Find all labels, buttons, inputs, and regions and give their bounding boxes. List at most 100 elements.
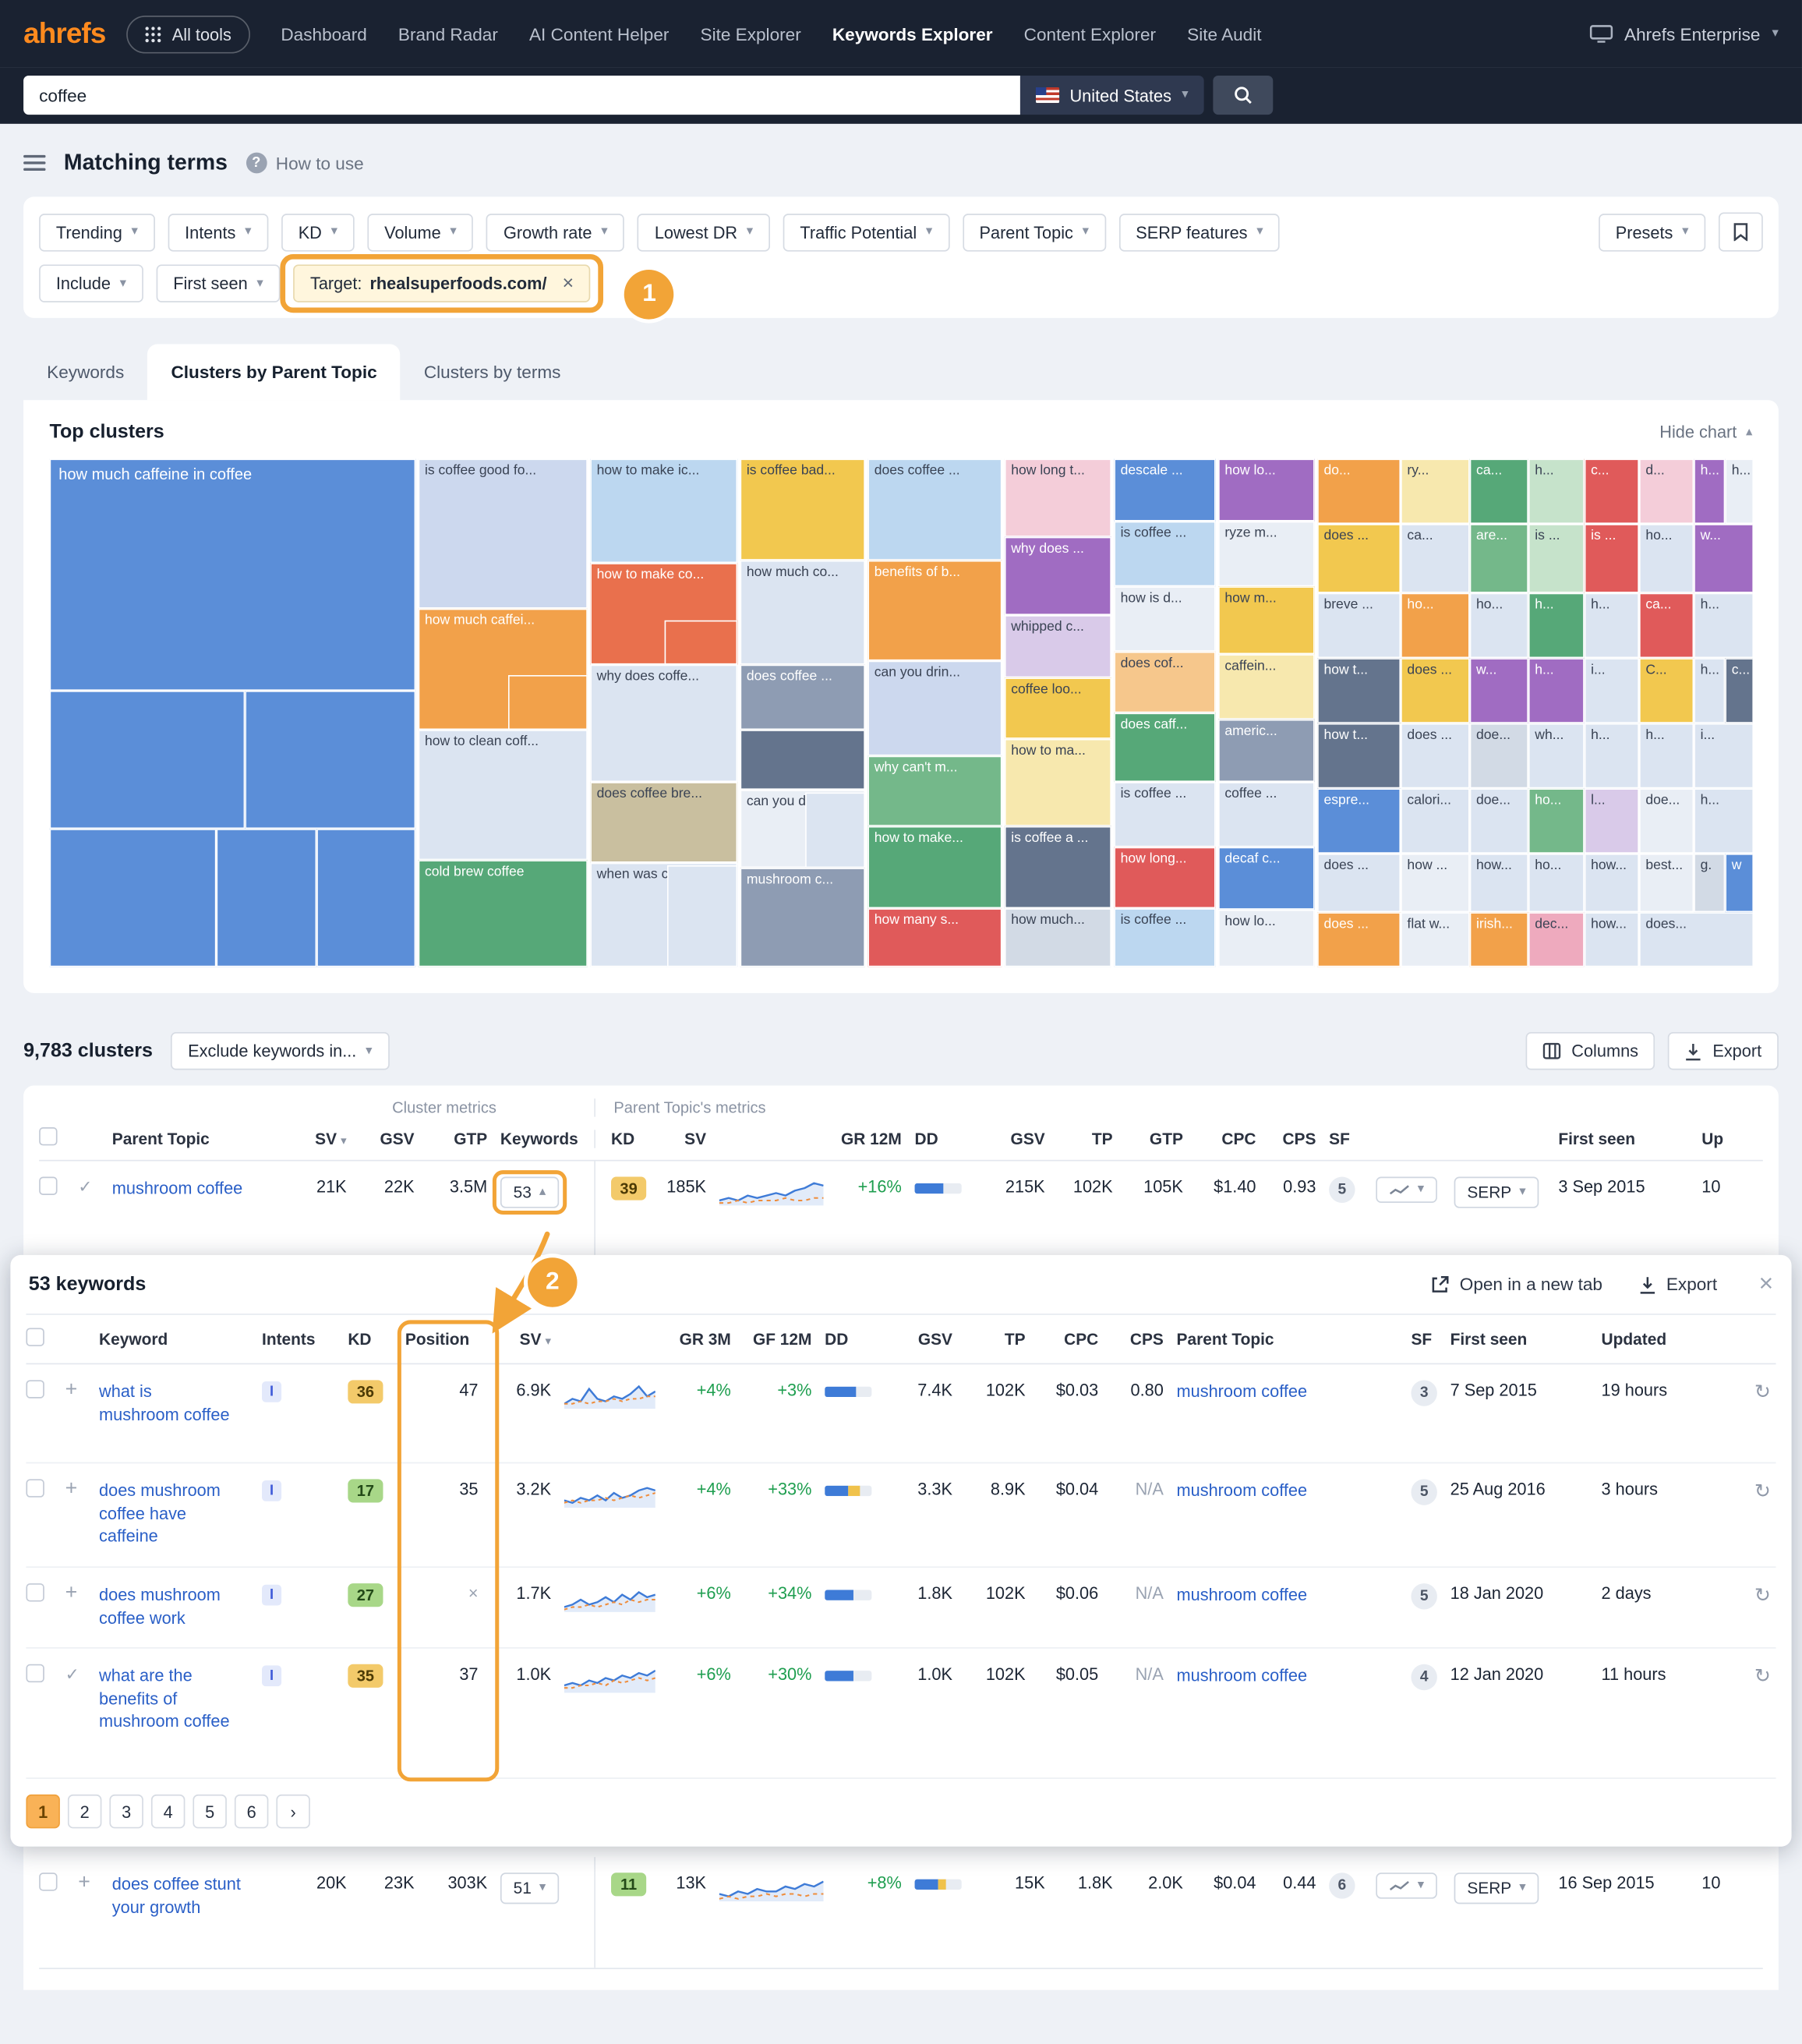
treemap-cell[interactable]: wh...	[1528, 723, 1585, 789]
treemap-cell[interactable]	[316, 829, 416, 967]
add-icon[interactable]: +	[78, 1871, 90, 1894]
filter-button[interactable]: SERP features ▾	[1118, 213, 1281, 251]
keyword-search-input[interactable]	[23, 75, 1020, 115]
treemap-cell[interactable]: C...	[1638, 658, 1694, 723]
close-icon[interactable]: ×	[562, 272, 574, 295]
col-updated[interactable]: Updated	[1601, 1329, 1667, 1349]
overlay-export-button[interactable]: Export	[1639, 1275, 1717, 1294]
filter-button[interactable]: Volume ▾	[367, 213, 474, 251]
treemap-cell[interactable]: l...	[1584, 788, 1639, 854]
tab-clusters-by-terms[interactable]: Clusters by terms	[423, 362, 561, 382]
position-history-dropdown[interactable]: ▾	[1376, 1872, 1437, 1899]
treemap-cell[interactable]: does coffee ...	[867, 458, 1002, 561]
treemap-cell[interactable]: is ...	[1584, 524, 1639, 593]
pagination-page[interactable]: 4	[150, 1794, 186, 1829]
treemap-cell[interactable]: descale ...	[1114, 458, 1216, 522]
treemap-cell[interactable]: how to make ic...	[590, 458, 738, 564]
keyword-link[interactable]: does mushroom coffee have caffeine	[99, 1480, 221, 1546]
treemap-cell[interactable]: how to ma...	[1004, 738, 1111, 826]
filter-button[interactable]: Traffic Potential ▾	[783, 213, 950, 251]
col-parent-topic[interactable]: Parent Topic	[1176, 1329, 1274, 1349]
export-button[interactable]: Export	[1668, 1031, 1779, 1070]
search-button[interactable]	[1213, 75, 1274, 115]
row-checkbox[interactable]	[26, 1479, 44, 1498]
how-to-use-link[interactable]: ? How to use	[246, 152, 364, 174]
filter-button[interactable]: Trending ▾	[39, 213, 155, 251]
nav-item[interactable]: Keywords Explorer	[832, 23, 993, 44]
pagination-page[interactable]: 5	[193, 1794, 227, 1829]
treemap-cell[interactable]: ho...	[1528, 788, 1585, 854]
treemap-cell[interactable]	[805, 792, 866, 868]
treemap-cell[interactable]: is coffee a ...	[1004, 826, 1111, 909]
treemap-cell[interactable]: dec...	[1528, 912, 1585, 967]
treemap-cell[interactable]: why can't m...	[867, 755, 1002, 826]
treemap-cell[interactable]: ho...	[1528, 853, 1585, 913]
nav-item[interactable]: AI Content Helper	[528, 23, 670, 44]
col-gsv2[interactable]: GSV	[1010, 1129, 1045, 1148]
nav-item[interactable]: Site Audit	[1187, 23, 1262, 44]
treemap-cell[interactable]: how t...	[1317, 723, 1401, 789]
pagination-page[interactable]: 1	[26, 1794, 60, 1829]
keyword-row[interactable]: ✓ what are the benefits of mushroom coff…	[26, 1649, 1776, 1779]
treemap-cell[interactable]: how long...	[1114, 847, 1216, 909]
treemap-cell[interactable]: how t...	[1317, 658, 1401, 723]
treemap-cell[interactable]: ho...	[1469, 592, 1528, 659]
treemap-cell[interactable]: do...	[1317, 458, 1401, 525]
treemap-cell[interactable]: how to make...	[867, 826, 1002, 909]
col-updated[interactable]: Up	[1701, 1129, 1724, 1148]
keyword-row[interactable]: + what is mushroom coffee I 36 47 6.9K +…	[26, 1364, 1776, 1464]
filter-button[interactable]: First seen ▾	[156, 264, 281, 302]
treemap-cell[interactable]: is coffee bad...	[740, 458, 866, 561]
treemap-cell[interactable]: best...	[1638, 853, 1694, 913]
nav-item[interactable]: Site Explorer	[700, 23, 801, 44]
col-gtp[interactable]: GTP	[454, 1129, 488, 1148]
treemap-cell[interactable]: h...	[1638, 723, 1694, 789]
treemap-cell[interactable]: is coffee ...	[1114, 908, 1216, 967]
col-position[interactable]: Position	[405, 1329, 470, 1349]
col-sv[interactable]: SV ▾	[519, 1329, 552, 1349]
add-icon[interactable]: +	[65, 1378, 78, 1402]
parent-topic-link[interactable]: mushroom coffee	[1176, 1381, 1308, 1402]
treemap-cell[interactable]: does coffee ...	[740, 664, 866, 730]
columns-button[interactable]: Columns	[1525, 1031, 1655, 1070]
treemap-cell[interactable]: h...	[1694, 788, 1753, 854]
treemap-cell[interactable]: does coffee bre...	[590, 782, 738, 863]
treemap-cell[interactable]: d...	[1638, 458, 1694, 525]
treemap-cell[interactable]	[666, 865, 738, 967]
nav-item[interactable]: Content Explorer	[1023, 23, 1157, 44]
refresh-icon[interactable]: ↻	[1754, 1584, 1771, 1607]
treemap-cell[interactable]: is coffee ...	[1114, 782, 1216, 847]
filter-button[interactable]: Intents ▾	[168, 213, 269, 251]
treemap-cell[interactable]: how lo...	[1218, 909, 1315, 967]
treemap-cell[interactable]: ho...	[1638, 524, 1694, 593]
treemap-cell[interactable]: calori...	[1401, 788, 1470, 854]
position-history-dropdown[interactable]: ▾	[1376, 1176, 1437, 1203]
tab-keywords[interactable]: Keywords	[47, 362, 125, 382]
col-cpc[interactable]: CPC	[1221, 1129, 1256, 1148]
treemap-cell[interactable]	[245, 691, 416, 829]
col-cps[interactable]: CPS	[1282, 1129, 1316, 1148]
treemap-cell[interactable]: can you drin...	[867, 660, 1002, 756]
treemap-cell[interactable]: how to clean coff...	[418, 730, 588, 861]
presets-button[interactable]: Presets ▾	[1598, 213, 1706, 251]
col-gf12m[interactable]: GF 12M	[752, 1329, 812, 1349]
keyword-row[interactable]: + does mushroom coffee work I 27 × 1.7K …	[26, 1568, 1776, 1649]
refresh-icon[interactable]: ↻	[1754, 1480, 1771, 1503]
open-new-tab-button[interactable]: Open in a new tab	[1431, 1275, 1602, 1294]
treemap-cell[interactable]	[740, 730, 866, 790]
col-gsv[interactable]: GSV	[917, 1329, 953, 1349]
treemap-cell[interactable]: h...	[1725, 458, 1753, 525]
parent-topic-link[interactable]: mushroom coffee	[1176, 1665, 1308, 1685]
treemap-cell[interactable]: h...	[1694, 458, 1726, 525]
select-all-checkbox[interactable]	[39, 1127, 58, 1146]
pagination-page[interactable]: 3	[109, 1794, 143, 1829]
treemap-cell[interactable]	[507, 674, 588, 730]
treemap-cell[interactable]	[49, 691, 246, 829]
treemap-cell[interactable]: whipped c...	[1004, 615, 1111, 678]
select-all-checkbox[interactable]	[26, 1328, 44, 1346]
col-sv2[interactable]: SV	[684, 1129, 707, 1148]
row-checkbox[interactable]	[39, 1872, 58, 1891]
treemap-cell[interactable]: how...	[1584, 912, 1639, 967]
col-tp[interactable]: TP	[1004, 1329, 1026, 1349]
treemap-cell[interactable]	[216, 829, 317, 967]
